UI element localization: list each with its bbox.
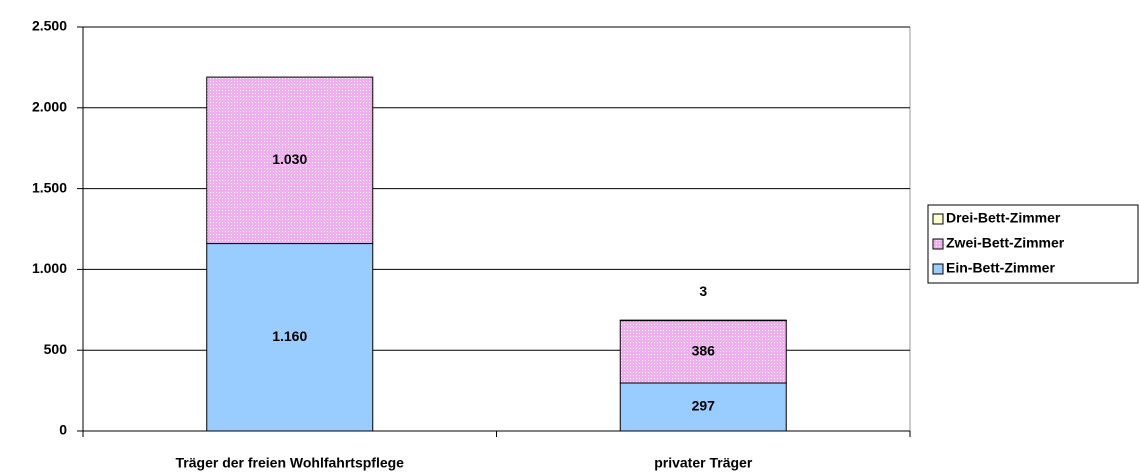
x-tick-label: Träger der freien Wohlfahrtspflege — [176, 455, 405, 471]
data-label: 297 — [692, 398, 716, 414]
legend-label: Drei-Bett-Zimmer — [946, 210, 1061, 226]
y-tick-label: 500 — [44, 341, 68, 357]
y-tick-label: 2.500 — [32, 18, 67, 34]
data-label: 1.160 — [272, 328, 307, 344]
legend-swatch — [932, 238, 944, 250]
data-label: 3 — [699, 283, 707, 299]
data-label: 1.030 — [272, 151, 307, 167]
y-tick-label: 1.500 — [32, 179, 67, 195]
y-tick-label: 0 — [59, 422, 67, 438]
legend-swatch — [932, 263, 944, 275]
legend-label: Ein-Bett-Zimmer — [946, 260, 1055, 276]
y-tick-label: 1.000 — [32, 260, 67, 276]
legend-box — [927, 204, 1139, 284]
bar-segment — [206, 76, 374, 245]
bar-segment — [619, 320, 787, 384]
legend-swatch — [932, 213, 944, 225]
data-label: 386 — [692, 343, 716, 359]
y-tick-label: 2.000 — [32, 99, 67, 115]
x-tick-label: privater Träger — [654, 455, 753, 471]
legend-label: Zwei-Bett-Zimmer — [946, 235, 1065, 251]
